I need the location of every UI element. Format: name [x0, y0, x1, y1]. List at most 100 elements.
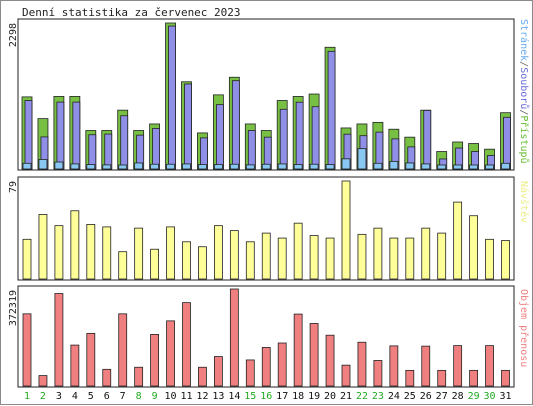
day-label-7: 7 [120, 391, 126, 402]
bar-visits-day-28 [453, 201, 463, 280]
bar-visits-day-10 [166, 226, 175, 280]
bar-kbytes-day-14 [229, 288, 239, 387]
bar-kbytes-day-13 [213, 356, 223, 387]
bar-visits-day-18 [293, 222, 303, 280]
bar-kbytes-day-21 [341, 364, 351, 387]
bar-pages-day-9 [150, 163, 160, 170]
bar-visits-day-6 [102, 226, 112, 280]
day-label-30: 30 [484, 391, 496, 402]
day-label-19: 19 [308, 391, 320, 402]
bar-pages-day-22 [357, 148, 367, 170]
bar-files-day-13 [215, 104, 224, 170]
bar-visits-day-30 [485, 238, 494, 280]
bar-pages-day-26 [421, 163, 431, 170]
bar-visits-day-15 [245, 241, 255, 280]
bar-visits-day-26 [421, 227, 431, 280]
bar-pages-day-13 [213, 164, 223, 170]
bar-files-day-11 [184, 83, 192, 170]
bar-files-day-26 [423, 110, 432, 170]
panel-kbytes-ymax-label: 372319 [8, 290, 19, 326]
bar-visits-day-20 [325, 237, 335, 280]
bar-kbytes-day-25 [405, 369, 415, 387]
day-label-17: 17 [276, 391, 288, 402]
bar-visits-day-7 [118, 251, 128, 280]
day-label-3: 3 [56, 391, 62, 402]
bar-pages-day-2 [38, 159, 48, 170]
legend-part: / [518, 61, 529, 67]
bar-kbytes-day-17 [277, 342, 287, 387]
bar-pages-day-19 [309, 163, 319, 170]
bar-visits-day-3 [54, 225, 64, 280]
bar-pages-day-5 [86, 164, 96, 170]
legend-part: Přístupů [518, 115, 530, 163]
bar-files-day-10 [168, 25, 176, 170]
bar-files-day-5 [88, 134, 97, 170]
bar-kbytes-day-30 [485, 345, 494, 387]
bar-kbytes-day-23 [373, 360, 383, 387]
day-label-8: 8 [136, 391, 142, 402]
bar-kbytes-day-24 [389, 345, 399, 387]
bar-visits-day-8 [134, 227, 144, 280]
bar-kbytes-day-2 [38, 375, 48, 387]
legend-part: / [518, 109, 529, 115]
bar-visits-day-23 [373, 227, 383, 280]
bar-visits-day-21 [341, 180, 351, 280]
day-label-5: 5 [88, 391, 94, 402]
bar-files-day-17 [279, 108, 288, 170]
day-label-10: 10 [165, 391, 177, 402]
bar-visits-day-17 [277, 237, 287, 280]
bar-files-day-14 [231, 80, 240, 170]
bar-kbytes-day-4 [70, 344, 80, 387]
bar-pages-day-24 [389, 160, 399, 170]
bar-visits-day-14 [229, 230, 239, 280]
bar-visits-day-24 [389, 237, 399, 280]
bar-visits-day-1 [22, 238, 32, 280]
day-label-12: 12 [196, 391, 208, 402]
day-label-24: 24 [388, 391, 400, 402]
day-label-13: 13 [212, 391, 224, 402]
bar-files-day-31 [503, 116, 511, 170]
bar-kbytes-day-8 [134, 366, 144, 387]
panel-hits-legend-label: Stránek/Souborů/Přístupů [518, 19, 530, 164]
bar-visits-day-12 [198, 246, 207, 280]
day-label-1: 1 [24, 391, 30, 402]
legend-part: Stránek [518, 19, 530, 61]
bar-visits-day-16 [261, 232, 271, 280]
bar-pages-day-17 [277, 163, 287, 170]
chart-bars [21, 22, 511, 387]
bar-pages-day-10 [166, 163, 175, 170]
bar-pages-day-7 [118, 164, 128, 170]
bar-files-day-9 [152, 128, 161, 170]
bar-kbytes-day-10 [166, 320, 175, 387]
day-label-9: 9 [152, 391, 158, 402]
bar-pages-day-6 [102, 164, 112, 170]
bar-kbytes-day-6 [102, 368, 112, 387]
bar-files-day-20 [327, 50, 336, 170]
bar-kbytes-day-7 [118, 313, 128, 387]
bar-visits-day-31 [501, 240, 510, 280]
bar-visits-day-11 [182, 241, 191, 280]
bar-pages-day-4 [70, 163, 80, 170]
bar-kbytes-day-20 [325, 334, 335, 387]
bar-kbytes-day-16 [261, 347, 271, 387]
day-label-28: 28 [452, 391, 464, 402]
bar-pages-day-21 [341, 158, 351, 170]
bar-files-day-4 [72, 101, 81, 170]
day-labels: 1 2 3 4 5 6 7 8 9 10 11 12 13 14 15 16 17 18 19 20 21 22 23 24 2… [24, 391, 512, 402]
bar-pages-day-27 [437, 164, 447, 170]
bar-files-day-7 [120, 115, 129, 170]
day-label-2: 2 [40, 391, 46, 402]
day-label-27: 27 [436, 391, 448, 402]
bar-files-day-15 [247, 130, 256, 170]
bar-pages-day-8 [134, 162, 144, 170]
panel-visits-legend-label: Návštěv [518, 181, 530, 223]
bar-pages-day-15 [245, 164, 255, 170]
bar-pages-day-12 [198, 164, 207, 170]
bar-pages-day-28 [453, 164, 463, 170]
day-label-26: 26 [420, 391, 432, 402]
bar-visits-day-2 [38, 214, 48, 280]
bar-kbytes-day-31 [501, 369, 510, 387]
bar-kbytes-day-18 [293, 313, 303, 387]
day-label-22: 22 [356, 391, 368, 402]
